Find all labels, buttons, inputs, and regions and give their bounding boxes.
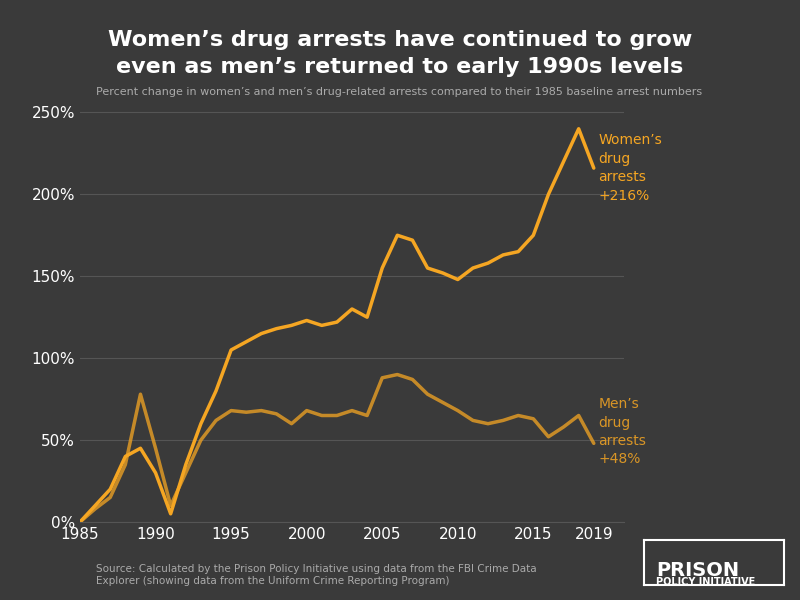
Text: Women’s
drug
arrests
+216%: Women’s drug arrests +216%: [598, 133, 662, 203]
Text: even as men’s returned to early 1990s levels: even as men’s returned to early 1990s le…: [116, 57, 684, 77]
Text: Source: Calculated by the Prison Policy Initiative using data from the FBI Crime: Source: Calculated by the Prison Policy …: [96, 564, 537, 586]
Text: Women’s drug arrests have continued to grow: Women’s drug arrests have continued to g…: [108, 30, 692, 50]
Text: Men’s
drug
arrests
+48%: Men’s drug arrests +48%: [598, 397, 646, 466]
Text: POLICY INITIATIVE: POLICY INITIATIVE: [656, 577, 755, 587]
Text: PRISON: PRISON: [656, 561, 739, 580]
Text: Percent change in women’s and men’s drug-related arrests compared to their 1985 : Percent change in women’s and men’s drug…: [96, 87, 702, 97]
